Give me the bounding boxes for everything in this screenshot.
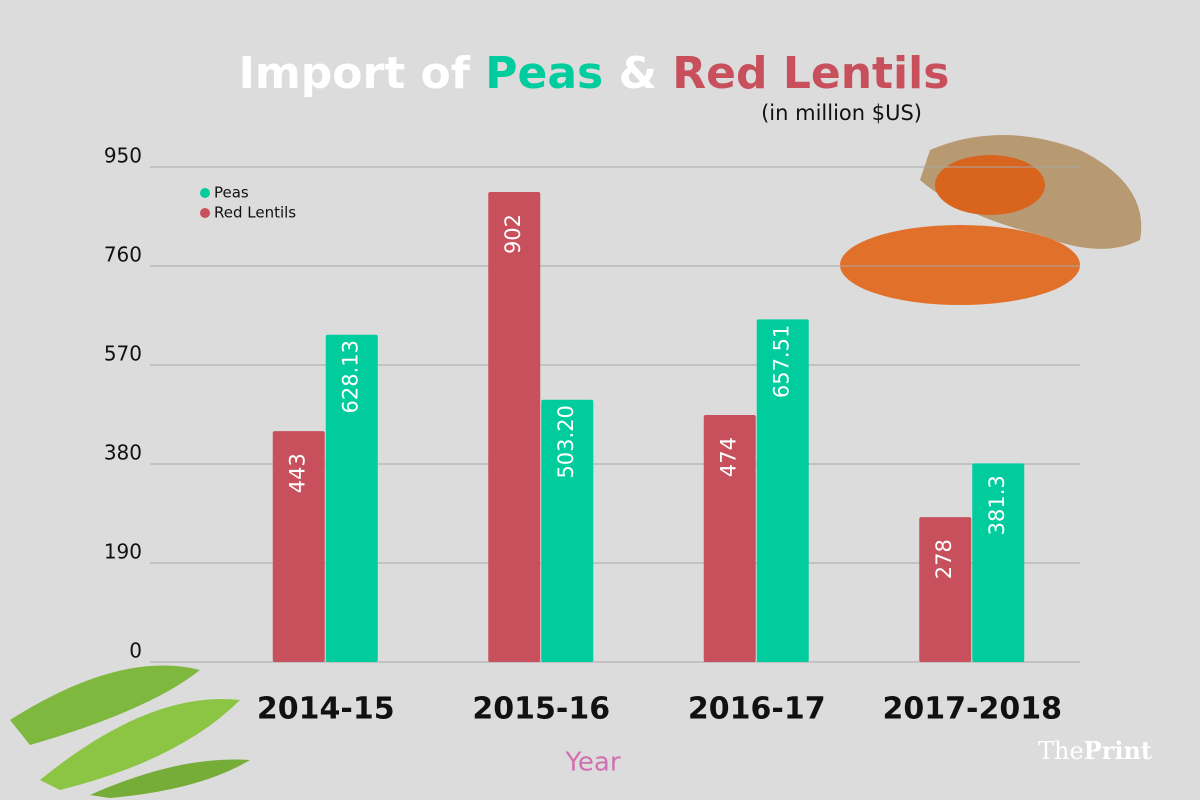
x-tick-label: 2015-16: [472, 692, 610, 727]
lentils: [840, 225, 1080, 305]
x-tick-label: 2017-2018: [883, 692, 1062, 727]
value-label: 657.51: [770, 325, 794, 398]
y-tick-label: 950: [104, 144, 142, 168]
x-tick-label: 2014-15: [257, 692, 395, 727]
watermark-part: Print: [1084, 736, 1152, 765]
peas-illustration: [10, 665, 250, 798]
lentil-illustration: [840, 135, 1142, 305]
bar: [272, 431, 325, 662]
chart-title: Import of Peas & Red Lentils: [239, 48, 950, 99]
y-tick-label: 380: [104, 441, 142, 465]
title-part: &: [619, 48, 657, 99]
bar: [703, 415, 756, 662]
lentils: [935, 155, 1045, 215]
pod: [10, 665, 200, 745]
title-part: Red Lentils: [672, 48, 949, 99]
x-axis-label: Year: [564, 748, 620, 778]
y-tick-label: 0: [129, 639, 142, 663]
chart-subtitle: (in million $US): [761, 101, 922, 125]
value-label: 503.20: [554, 405, 578, 478]
y-tick-label: 760: [104, 243, 142, 267]
bar: [756, 319, 809, 662]
watermark-part: The: [1038, 737, 1084, 765]
y-tick-label: 570: [104, 342, 142, 366]
legend-marker: [200, 188, 210, 198]
value-label: 902: [501, 214, 525, 254]
legend-marker: [200, 208, 210, 218]
watermark-text: ThePrint: [1038, 736, 1152, 765]
legend-label: Peas: [214, 184, 249, 202]
x-tick-label: 2016-17: [688, 692, 826, 727]
bar: [488, 192, 541, 662]
bar: [972, 463, 1025, 662]
value-label: 628.13: [339, 340, 363, 413]
bar: [325, 334, 378, 662]
pod: [90, 759, 250, 798]
watermark: ThePrint: [1038, 736, 1152, 765]
title-part: Import of: [239, 48, 471, 99]
value-label: 474: [717, 437, 741, 477]
y-tick-label: 190: [104, 540, 142, 564]
value-label: 278: [932, 539, 956, 579]
title-part: Peas: [485, 48, 603, 99]
value-label: 381.3: [985, 475, 1009, 535]
pod: [40, 699, 240, 790]
legend-label: Red Lentils: [214, 204, 296, 222]
bar: [919, 517, 972, 662]
bar: [541, 399, 594, 662]
value-label: 443: [286, 453, 310, 493]
